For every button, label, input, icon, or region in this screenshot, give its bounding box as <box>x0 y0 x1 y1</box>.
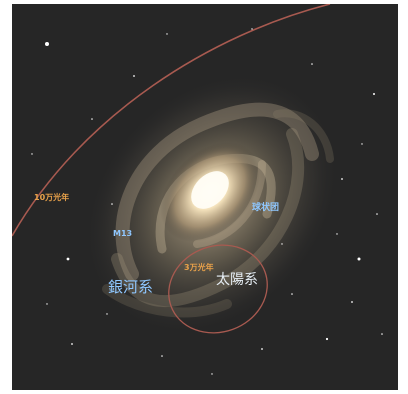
label-30k-light-years: 3万光年 <box>184 263 214 272</box>
label-halo: 球状团 <box>252 203 280 213</box>
galaxy-illustration: 10万光年 M13 球状团 3万光年 太陽系 銀河系 <box>12 4 398 390</box>
ring-30k-circle <box>168 244 268 334</box>
label-m13: M13 <box>113 229 133 238</box>
ring-100k-arc <box>12 4 331 237</box>
label-100k-light-years: 10万光年 <box>34 193 70 202</box>
star-field <box>31 28 383 375</box>
galaxy-nucleus <box>191 171 229 209</box>
label-solar-system: 太陽系 <box>216 272 258 288</box>
galaxy-scene <box>12 4 383 375</box>
label-milky-way: 銀河系 <box>108 278 154 296</box>
